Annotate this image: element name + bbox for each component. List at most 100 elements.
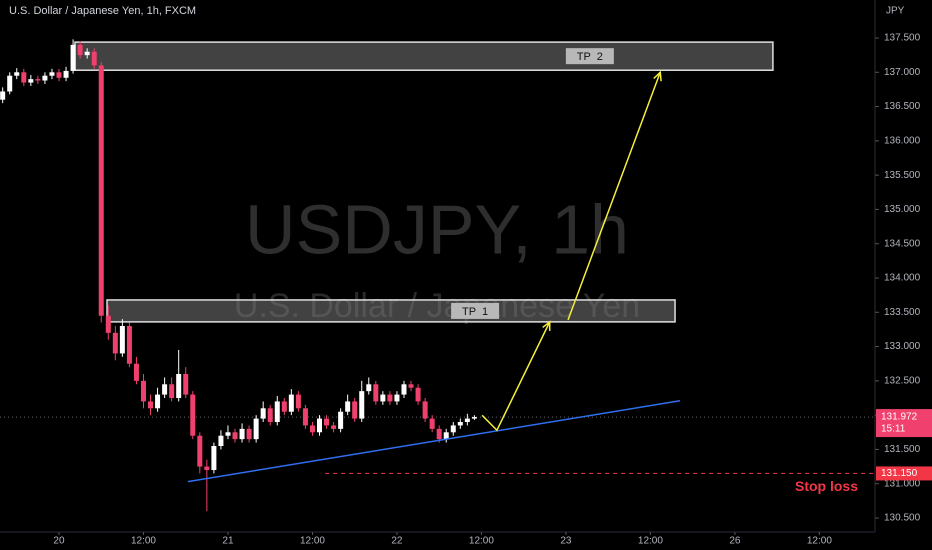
y-tick-label: 135.500	[884, 170, 921, 181]
candle-body	[176, 374, 182, 399]
candle-body	[133, 363, 139, 381]
candle-body	[345, 401, 351, 412]
candle-body	[260, 408, 266, 419]
last-price-label: 131.972	[881, 412, 918, 423]
candle-body	[338, 411, 344, 429]
candle-body	[148, 401, 154, 409]
stop-loss-box	[876, 466, 932, 481]
candle-body	[126, 326, 132, 364]
candle-body	[317, 418, 323, 433]
y-tick-label: 136.500	[884, 101, 921, 112]
candle-body	[436, 428, 442, 440]
candle-body	[246, 428, 252, 440]
candle-body	[0, 91, 6, 100]
candle-body	[21, 72, 27, 83]
y-tick-label: 131.500	[884, 444, 921, 455]
tp-label: TP 2	[577, 51, 603, 63]
candle-body	[415, 387, 421, 402]
tp-label: TP 1	[462, 306, 488, 318]
y-tick-label: 135.000	[884, 204, 921, 215]
candle-body	[394, 394, 400, 402]
x-tick-label: 22	[391, 536, 403, 547]
candle-body	[98, 65, 104, 316]
countdown-label: 15:11	[881, 424, 906, 435]
candle-body	[450, 425, 456, 433]
stop-loss-label: 131.150	[881, 468, 918, 479]
candle-body	[302, 408, 308, 426]
candle-body	[56, 72, 62, 78]
candle-body	[373, 384, 379, 402]
candle-body	[162, 384, 168, 395]
candle-body	[274, 401, 280, 423]
chart-title: U.S. Dollar / Japanese Yen, 1h, FXCM	[9, 5, 196, 17]
candle-body	[14, 72, 20, 76]
trendline	[187, 400, 681, 483]
y-tick-label: 134.000	[884, 273, 921, 284]
x-tick-label: 12:00	[300, 536, 325, 547]
candle-body	[105, 315, 111, 333]
candle-body	[443, 432, 449, 440]
x-tick-label: 12:00	[638, 536, 663, 547]
candle-body	[309, 425, 315, 433]
arrow-head	[653, 70, 662, 82]
candle-body	[359, 391, 365, 419]
candle-body	[281, 401, 287, 412]
candle-body	[70, 44, 76, 71]
y-tick-label: 136.000	[884, 135, 921, 146]
candle-body	[352, 401, 358, 419]
x-tick-label: 12:00	[807, 536, 832, 547]
y-tick-label: 131.000	[884, 478, 921, 489]
candle-body	[204, 466, 210, 471]
watermark: USDJPY, 1h	[245, 190, 629, 268]
candle-body	[471, 417, 477, 419]
y-tick-label: 137.500	[884, 33, 921, 44]
stop-loss-text: Stop loss	[795, 478, 858, 494]
candle-body	[457, 422, 463, 426]
candle-body	[63, 70, 69, 78]
candle-body	[190, 394, 196, 436]
tp-zone	[106, 299, 676, 323]
candle-body	[401, 384, 407, 395]
candle-body	[91, 51, 97, 66]
candle-body	[408, 384, 414, 388]
x-tick-label: 26	[729, 536, 741, 547]
candle-body	[7, 75, 13, 92]
y-tick-label: 133.000	[884, 341, 921, 352]
x-tick-label: 20	[53, 536, 65, 547]
candle-body	[42, 75, 48, 81]
candle-body	[225, 432, 231, 436]
candle-body	[387, 394, 393, 402]
candle-body	[35, 79, 41, 81]
candle-body	[140, 380, 146, 402]
tp-label-box	[451, 302, 500, 319]
candle-body	[197, 435, 203, 467]
x-tick-label: 12:00	[469, 536, 494, 547]
candle-body	[183, 374, 189, 395]
candle-body	[218, 435, 224, 447]
candle-body	[331, 425, 337, 429]
candle-body	[49, 72, 55, 76]
candle-body	[211, 446, 217, 471]
arrow	[567, 72, 661, 321]
candle-body	[119, 326, 125, 354]
candle-body	[288, 394, 294, 412]
y-tick-label: 133.500	[884, 307, 921, 318]
candle-body	[28, 79, 34, 83]
candle-body	[155, 394, 161, 409]
candle-body	[429, 418, 435, 429]
candle-body	[169, 384, 175, 399]
candle-body	[84, 51, 90, 56]
y-tick-label: 132.500	[884, 376, 921, 387]
candle-body	[267, 408, 273, 423]
x-tick-label: 23	[560, 536, 572, 547]
currency-label: JPY	[886, 6, 905, 17]
x-tick-label: 21	[222, 536, 234, 547]
tp-zone	[74, 41, 774, 71]
y-tick-label: 137.000	[884, 67, 921, 78]
candle-body	[324, 418, 330, 426]
arrow	[481, 321, 551, 432]
y-tick-label: 134.500	[884, 238, 921, 249]
candle-body	[295, 394, 301, 409]
